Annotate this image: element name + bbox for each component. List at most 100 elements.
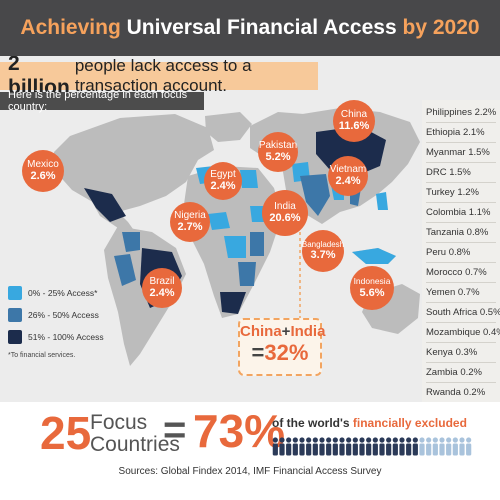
person-icon bbox=[452, 437, 458, 456]
indonesia-fill bbox=[352, 248, 396, 264]
egypt-fill bbox=[240, 170, 258, 188]
bubble-china: China 11.6% bbox=[333, 100, 375, 142]
philippines-fill bbox=[376, 192, 388, 210]
subheadline: Here is the percentage in each focus cou… bbox=[8, 89, 188, 113]
legend-item: 51% - 100% Access bbox=[8, 330, 104, 344]
list-separator bbox=[426, 382, 496, 383]
title-bar: Achieving Universal Financial Access by … bbox=[0, 0, 500, 56]
country-list-item: Morocco 0.7% bbox=[426, 267, 487, 278]
southern-africa-fill bbox=[238, 262, 256, 286]
person-icon bbox=[419, 437, 425, 456]
person-icon bbox=[392, 437, 398, 456]
person-icon bbox=[379, 437, 385, 456]
summary-section: 25 Focus Countries = 73% of the world's f… bbox=[0, 402, 500, 500]
country-list-item: Yemen 0.7% bbox=[426, 287, 480, 298]
person-icon bbox=[359, 437, 365, 456]
list-separator bbox=[426, 342, 496, 343]
country-list-item: Colombia 1.1% bbox=[426, 207, 491, 218]
legend-swatch-medium bbox=[8, 308, 22, 322]
person-icon bbox=[432, 437, 438, 456]
legend-swatch-light bbox=[8, 286, 22, 300]
person-icon bbox=[326, 437, 332, 456]
legend-footnote: *To financial services. bbox=[8, 352, 76, 359]
greenland bbox=[205, 112, 252, 142]
list-separator bbox=[426, 302, 496, 303]
page-title: Achieving Universal Financial Access by … bbox=[20, 16, 480, 39]
country-list-item: Zambia 0.2% bbox=[426, 367, 482, 378]
legend: 0% - 25% Access* 26% - 50% Access 51% - … bbox=[8, 286, 104, 359]
list-separator bbox=[426, 242, 496, 243]
list-separator bbox=[426, 322, 496, 323]
bubble-indonesia: Indonesia 5.6% bbox=[350, 266, 394, 310]
people-icons bbox=[272, 437, 472, 456]
country-list-item: Mozambique 0.4% bbox=[426, 327, 500, 338]
list-separator bbox=[426, 222, 496, 223]
person-icon bbox=[279, 437, 285, 456]
list-separator bbox=[426, 282, 496, 283]
person-icon bbox=[466, 437, 472, 456]
country-list-item: Tanzania 0.8% bbox=[426, 227, 489, 238]
excluded-text: of the world's financially excluded bbox=[272, 416, 467, 430]
list-separator bbox=[426, 182, 496, 183]
south-africa-fill bbox=[220, 292, 246, 314]
north-america bbox=[54, 114, 214, 212]
list-separator bbox=[426, 202, 496, 203]
list-separator bbox=[426, 122, 496, 123]
person-icon bbox=[372, 437, 378, 456]
list-separator bbox=[426, 142, 496, 143]
country-list-item: Philippines 2.2% bbox=[426, 107, 497, 118]
headline-rest: people lack access to a transaction acco… bbox=[74, 56, 252, 95]
person-icon bbox=[439, 437, 445, 456]
bubble-bangladesh: Bangladesh 3.7% bbox=[302, 230, 344, 272]
india-fill bbox=[300, 174, 330, 216]
person-icon bbox=[272, 437, 278, 456]
country-list-item: Peru 0.8% bbox=[426, 247, 471, 258]
person-icon bbox=[366, 437, 372, 456]
bubble-india: India 20.6% bbox=[262, 190, 308, 236]
country-list-item: Turkey 1.2% bbox=[426, 187, 479, 198]
peru-fill bbox=[114, 254, 136, 286]
person-icon bbox=[399, 437, 405, 456]
bubble-vietnam: Vietnam 2.4% bbox=[328, 156, 368, 196]
legend-swatch-dark bbox=[8, 330, 22, 344]
person-icon bbox=[332, 437, 338, 456]
drc-fill bbox=[224, 236, 246, 258]
subheadline-banner: Here is the percentage in each focus cou… bbox=[0, 89, 204, 113]
person-icon bbox=[412, 437, 418, 456]
nigeria-fill bbox=[208, 212, 230, 230]
list-separator bbox=[426, 162, 496, 163]
list-separator bbox=[426, 362, 496, 363]
person-icon bbox=[292, 437, 298, 456]
colombia-fill bbox=[122, 232, 140, 252]
person-icon bbox=[459, 437, 465, 456]
bubble-mexico: Mexico 2.6% bbox=[22, 150, 64, 192]
excluded-pct: 73% bbox=[193, 405, 286, 457]
bubble-nigeria: Nigeria 2.7% bbox=[170, 202, 210, 242]
person-icon bbox=[386, 437, 392, 456]
east-africa-fill bbox=[250, 232, 264, 256]
person-icon bbox=[426, 437, 432, 456]
country-list-item: Rwanda 0.2% bbox=[426, 387, 486, 398]
person-icon bbox=[352, 437, 358, 456]
person-icon bbox=[299, 437, 305, 456]
person-icon bbox=[319, 437, 325, 456]
china-india-callout: China+India =32% bbox=[238, 318, 326, 376]
focus-count: 25 bbox=[40, 407, 92, 459]
person-icon bbox=[306, 437, 312, 456]
country-list: Philippines 2.2% Ethiopia 2.1% Myanmar 1.5… bbox=[422, 100, 500, 462]
person-icon bbox=[406, 437, 412, 456]
focus-countries-label: Focus Countries bbox=[90, 411, 180, 457]
country-list-item: Myanmar 1.5% bbox=[426, 147, 490, 158]
china-india-title: China+India bbox=[240, 323, 326, 340]
china-india-pct: =32% bbox=[251, 340, 309, 365]
person-icon bbox=[339, 437, 345, 456]
person-icon bbox=[346, 437, 352, 456]
person-icon bbox=[312, 437, 318, 456]
mexico-fill bbox=[84, 188, 126, 222]
headline-banner: 2 billion people lack access to a transa… bbox=[0, 56, 318, 99]
list-separator bbox=[426, 262, 496, 263]
bubble-brazil: Brazil 2.4% bbox=[142, 268, 182, 308]
person-icon bbox=[286, 437, 292, 456]
legend-item: 26% - 50% Access bbox=[8, 308, 104, 322]
equals-sign: = bbox=[163, 408, 187, 452]
